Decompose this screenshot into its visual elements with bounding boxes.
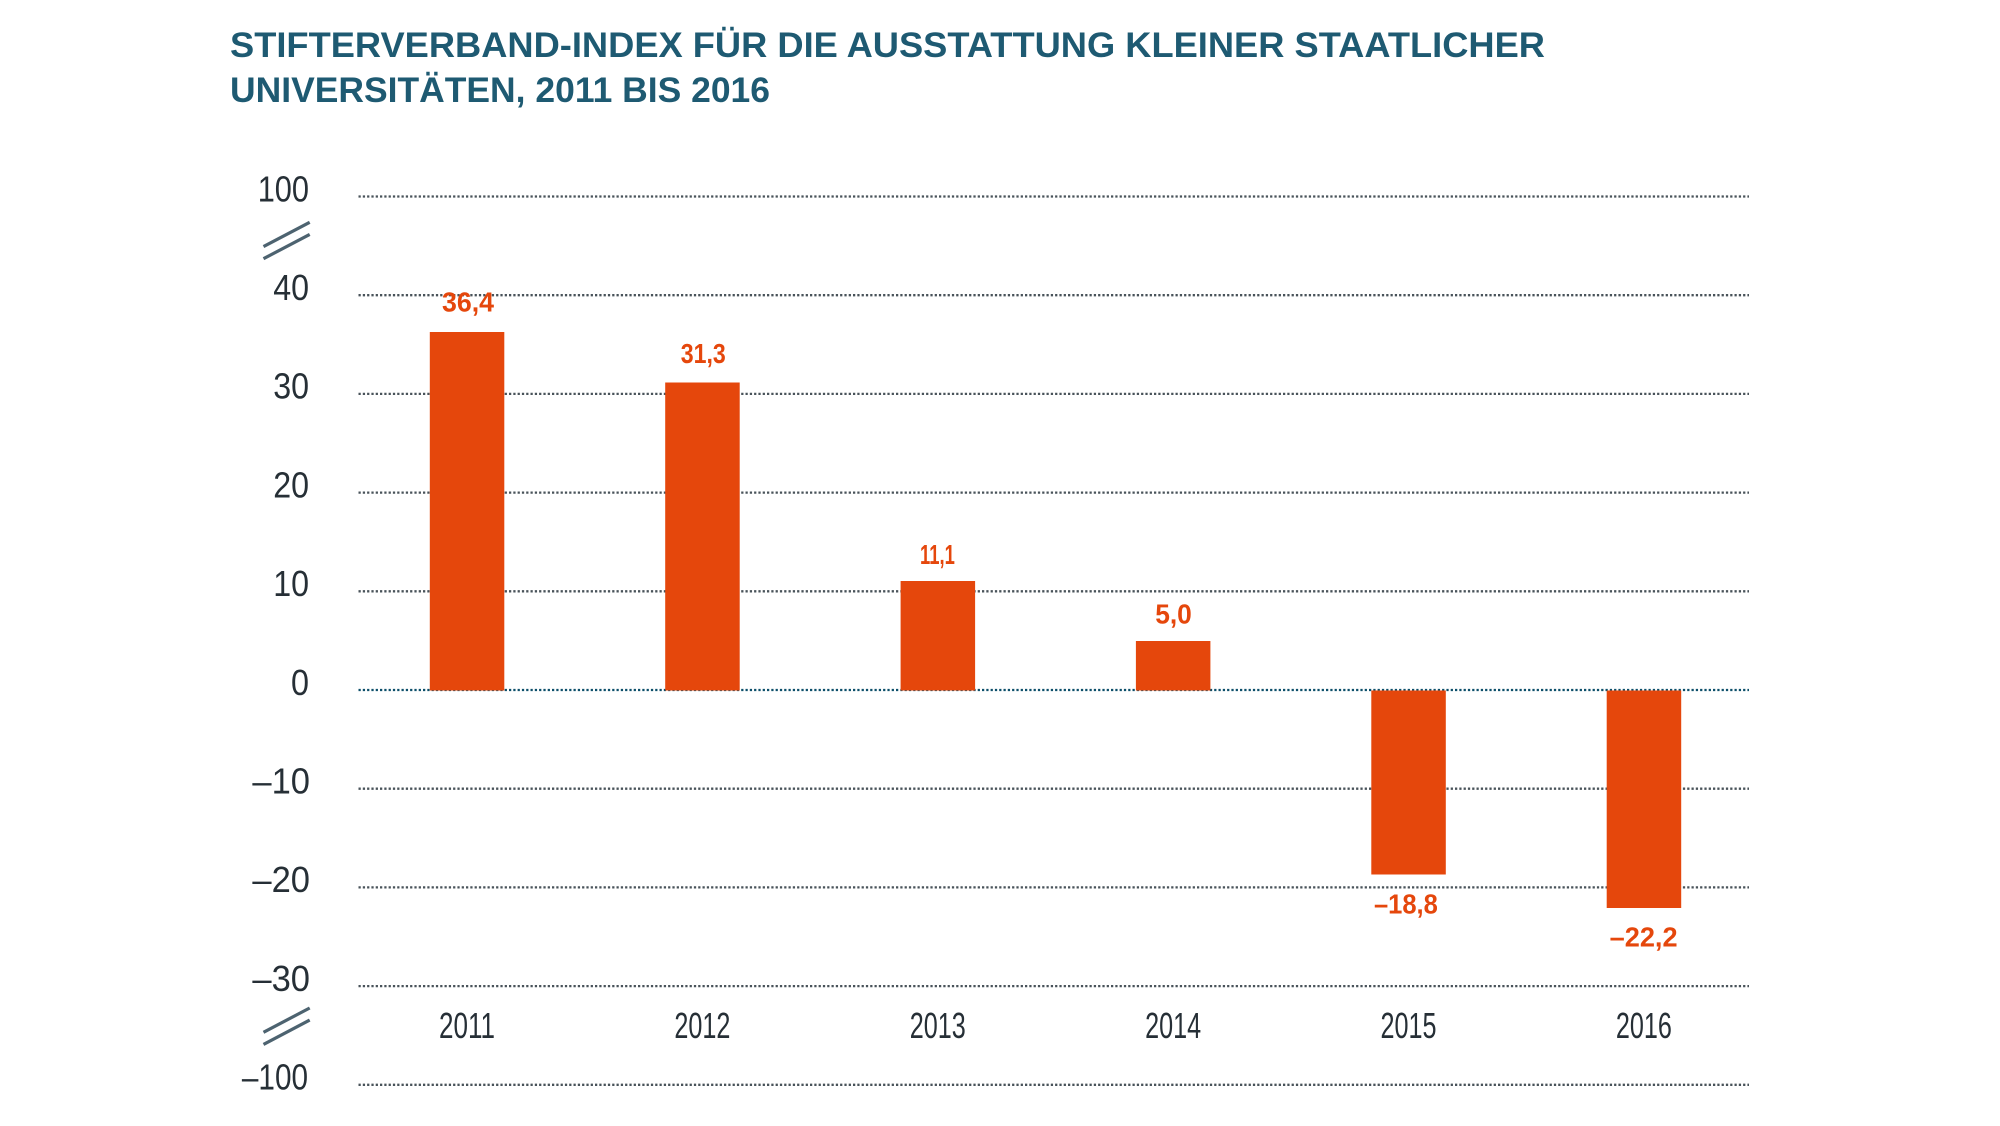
svg-text:20: 20 bbox=[273, 464, 309, 505]
svg-text:0: 0 bbox=[291, 662, 309, 703]
svg-text:2016: 2016 bbox=[1616, 1005, 1672, 1046]
svg-text:11,1: 11,1 bbox=[920, 539, 955, 570]
svg-text:–10: –10 bbox=[252, 761, 310, 802]
svg-text:5,0: 5,0 bbox=[1155, 599, 1192, 630]
svg-text:100: 100 bbox=[258, 168, 309, 209]
svg-text:2012: 2012 bbox=[674, 1005, 730, 1046]
svg-text:2011: 2011 bbox=[439, 1005, 495, 1046]
svg-text:10: 10 bbox=[273, 563, 309, 604]
svg-text:–20: –20 bbox=[252, 859, 310, 900]
svg-text:–30: –30 bbox=[252, 958, 310, 999]
svg-text:40: 40 bbox=[273, 267, 309, 308]
svg-text:36,4: 36,4 bbox=[442, 287, 494, 318]
svg-text:2013: 2013 bbox=[910, 1005, 966, 1046]
svg-text:2015: 2015 bbox=[1381, 1005, 1437, 1046]
svg-text:STIFTERVERBAND-INDEX FÜR DIE A: STIFTERVERBAND-INDEX FÜR DIE AUSSTATTUNG… bbox=[230, 26, 1545, 65]
svg-text:–100: –100 bbox=[242, 1057, 308, 1098]
svg-text:UNIVERSITÄTEN, 2011 BIS 2016: UNIVERSITÄTEN, 2011 BIS 2016 bbox=[230, 71, 770, 110]
svg-text:2014: 2014 bbox=[1145, 1005, 1201, 1046]
svg-text:30: 30 bbox=[273, 366, 309, 407]
svg-text:31,3: 31,3 bbox=[681, 338, 726, 369]
svg-text:–22,2: –22,2 bbox=[1610, 922, 1678, 953]
svg-text:–18,8: –18,8 bbox=[1374, 889, 1438, 920]
